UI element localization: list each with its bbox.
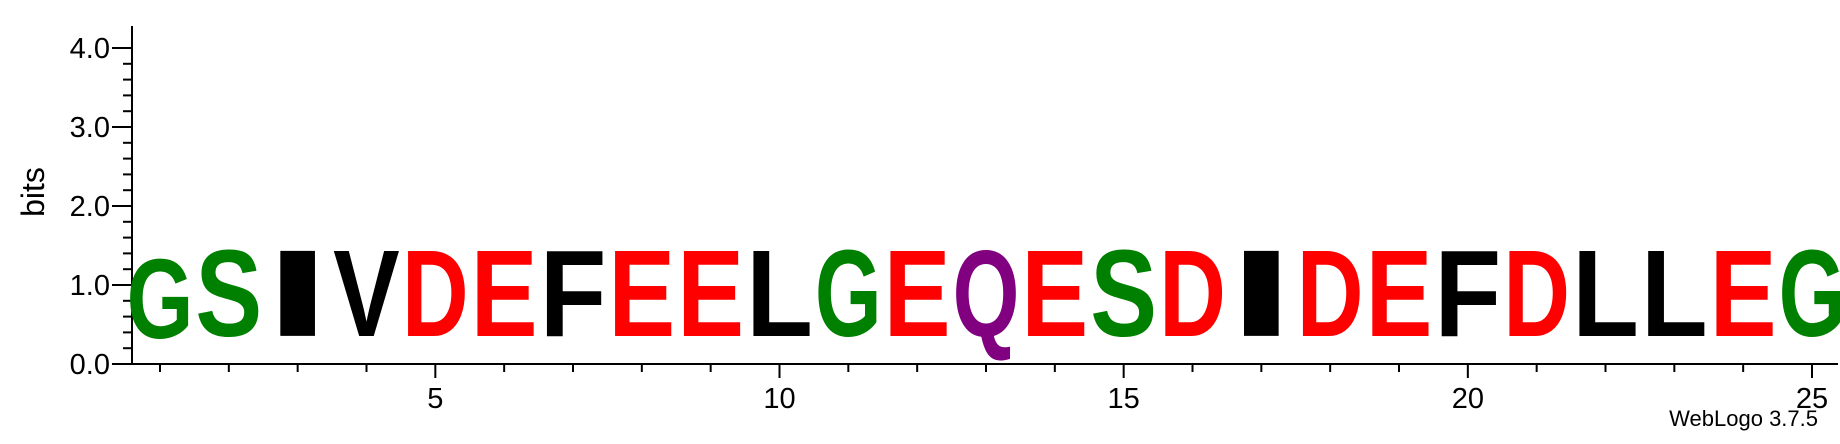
residue-letter-E: E xyxy=(677,224,744,362)
residue-letter-F: F xyxy=(1434,224,1501,363)
y-tick-label: 4.0 xyxy=(70,33,110,65)
y-tick-label: 0.0 xyxy=(70,349,110,381)
residue-letter-V: V xyxy=(333,224,400,363)
y-tick-label: 3.0 xyxy=(70,112,110,144)
residue-letter-G: G xyxy=(815,224,882,362)
residue-letter-D: D xyxy=(1159,225,1226,363)
residue-letter-E: E xyxy=(1366,224,1433,362)
residue-letter-E: E xyxy=(608,224,675,362)
residue-letter-I: I xyxy=(264,225,331,363)
axes: 0.0 1.0 2.0 3.0 4.0 5 10 15 20 25 xyxy=(70,26,1838,415)
x-tick-label: 5 xyxy=(427,383,443,415)
residue-letter-I: I xyxy=(1228,225,1295,363)
residue-letter-G: G xyxy=(1779,224,1840,362)
y-axis-label: bits xyxy=(15,167,51,217)
y-tick-label: 1.0 xyxy=(70,270,110,302)
x-tick-label: 10 xyxy=(763,383,795,415)
residue-letter-E: E xyxy=(471,224,538,362)
residue-letter-Q: Q xyxy=(953,224,1020,362)
residue-letter-L: L xyxy=(746,224,813,363)
x-tick-label: 15 xyxy=(1108,383,1140,415)
residue-letter-S: S xyxy=(195,224,262,362)
residue-letter-E: E xyxy=(1710,224,1777,362)
residue-letter-L: L xyxy=(1572,224,1639,363)
residue-letter-L: L xyxy=(1641,224,1708,363)
residue-letter-D: D xyxy=(402,225,469,363)
residue-letter-E: E xyxy=(884,224,951,362)
residue-letter-F: F xyxy=(540,224,607,363)
residue-letter-D: D xyxy=(1297,225,1364,363)
residue-letter-D: D xyxy=(1503,225,1570,363)
residue-letter-E: E xyxy=(1021,224,1088,362)
residue-letter-S: S xyxy=(1090,224,1157,362)
weblogo-version: WebLogo 3.7.5 xyxy=(1669,406,1818,431)
x-tick-label: 25 xyxy=(1796,383,1828,415)
residue-letter-G: G xyxy=(127,237,194,363)
y-tick-label: 2.0 xyxy=(70,191,110,223)
x-tick-label: 20 xyxy=(1452,383,1484,415)
